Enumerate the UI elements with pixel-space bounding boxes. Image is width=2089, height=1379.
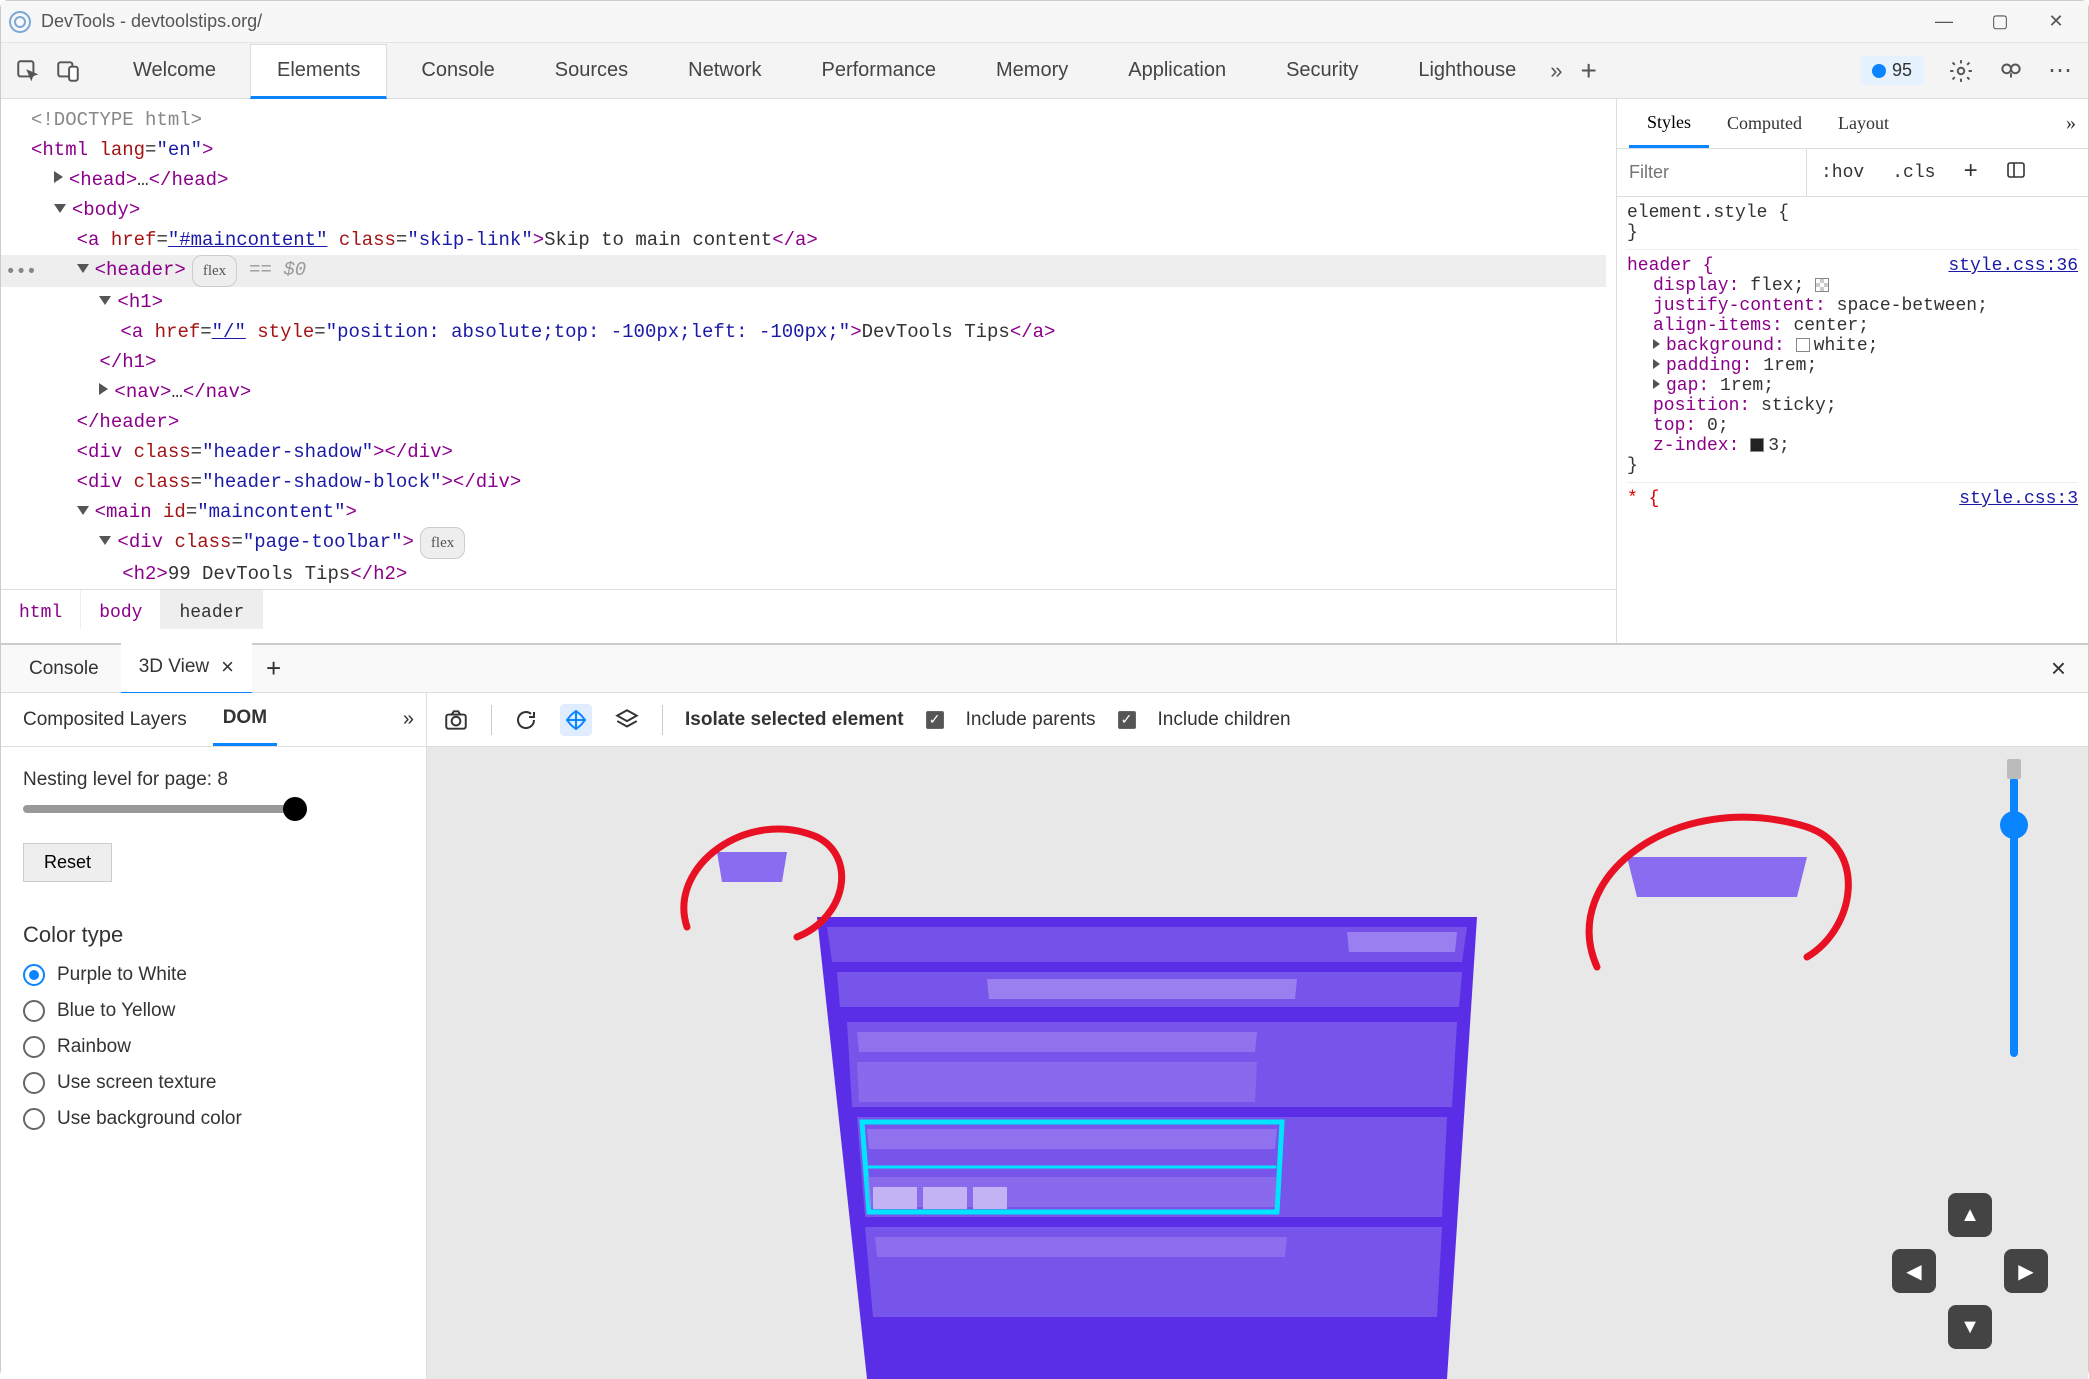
pan-icon[interactable]: [560, 704, 592, 736]
zoom-slider-thumb[interactable]: [2000, 811, 2028, 839]
issues-badge[interactable]: 95: [1860, 56, 1924, 85]
zoom-slider[interactable]: [2010, 777, 2018, 1057]
maximize-button[interactable]: ▢: [1986, 8, 2014, 36]
new-tab-icon[interactable]: +: [1580, 55, 1596, 87]
main-tabbar: Welcome Elements Console Sources Network…: [1, 43, 2088, 99]
nav-down-button[interactable]: ▼: [1948, 1305, 1992, 1349]
more-style-tabs-icon[interactable]: »: [2066, 112, 2076, 135]
tab-application[interactable]: Application: [1102, 43, 1252, 98]
selected-node-header[interactable]: <header>flex== $0: [1, 255, 1606, 287]
flex-editor-icon[interactable]: [1815, 278, 1829, 292]
source-link[interactable]: style.css:36: [1948, 256, 2078, 276]
3dview-toolbar: Isolate selected element ✓ Include paren…: [427, 693, 2088, 747]
include-parents-label: Include parents: [966, 709, 1096, 731]
drawer-tab-3dview[interactable]: 3D View ×: [121, 642, 252, 695]
radio-rainbow[interactable]: Rainbow: [23, 1036, 404, 1058]
window-controls: — ▢ ✕: [1930, 8, 2080, 36]
device-toolbar-icon[interactable]: [55, 58, 81, 84]
nesting-slider[interactable]: [23, 805, 303, 813]
expand-prop-icon[interactable]: [1653, 339, 1660, 349]
close-drawer-icon[interactable]: ×: [2051, 653, 2078, 684]
window-titlebar: DevTools - devtoolstips.org/ — ▢ ✕: [1, 1, 2088, 43]
3dview-canvas[interactable]: ▲ ◀ ▶ ▼: [427, 747, 2088, 1379]
color-swatch-icon[interactable]: [1750, 438, 1764, 452]
tab-memory[interactable]: Memory: [970, 43, 1094, 98]
feedback-icon[interactable]: [1998, 58, 2024, 84]
tab-layout[interactable]: Layout: [1820, 101, 1907, 146]
nav-pad: ▲ ◀ ▶ ▼: [1892, 1193, 2048, 1349]
tab-lighthouse[interactable]: Lighthouse: [1392, 43, 1542, 98]
hov-toggle[interactable]: :hov: [1807, 163, 1878, 183]
toggle-sidebar-icon[interactable]: [1992, 160, 2040, 186]
close-tab-icon[interactable]: ×: [221, 654, 234, 680]
add-drawer-tab-icon[interactable]: +: [266, 653, 281, 684]
radio-blue-yellow[interactable]: Blue to Yellow: [23, 1000, 404, 1022]
include-parents-checkbox[interactable]: ✓: [926, 711, 944, 729]
issues-count: 95: [1892, 60, 1912, 81]
issues-dot-icon: [1872, 64, 1886, 78]
reset-button[interactable]: Reset: [23, 843, 112, 882]
nav-left-button[interactable]: ◀: [1892, 1249, 1936, 1293]
window-title: DevTools - devtoolstips.org/: [41, 11, 262, 32]
drawer-tabbar: Console 3D View × + ×: [1, 643, 2088, 693]
color-type-heading: Color type: [23, 922, 404, 948]
layers-icon[interactable]: [614, 707, 640, 733]
styles-filter-input[interactable]: [1617, 149, 1807, 196]
doctype-node: <!DOCTYPE html>: [31, 109, 202, 131]
subtab-dom[interactable]: DOM: [213, 693, 277, 746]
isolate-label: Isolate selected element: [685, 709, 904, 731]
dom-tree-panel[interactable]: <!DOCTYPE html> <html lang="en"> <head>……: [1, 99, 1616, 643]
3dview-sidebar: Composited Layers DOM » Nesting level fo…: [1, 693, 427, 1379]
expand-icon[interactable]: [54, 171, 63, 183]
tab-security[interactable]: Security: [1260, 43, 1384, 98]
styles-panel: Styles Computed Layout » :hov .cls + ele…: [1616, 99, 2088, 643]
app-icon: [9, 11, 31, 33]
subtab-composited-layers[interactable]: Composited Layers: [13, 695, 197, 745]
tab-sources[interactable]: Sources: [529, 43, 654, 98]
menu-icon[interactable]: ⋯: [2048, 56, 2074, 85]
crumb-header[interactable]: header: [161, 590, 263, 629]
tab-computed[interactable]: Computed: [1709, 101, 1820, 146]
slider-thumb[interactable]: [283, 797, 307, 821]
nav-up-button[interactable]: ▲: [1948, 1193, 1992, 1237]
tab-performance[interactable]: Performance: [796, 43, 963, 98]
tab-welcome[interactable]: Welcome: [107, 43, 242, 98]
breadcrumbs: html body header: [1, 589, 1616, 629]
reload-icon[interactable]: [514, 708, 538, 732]
crumb-body[interactable]: body: [81, 590, 161, 629]
include-children-checkbox[interactable]: ✓: [1118, 711, 1136, 729]
include-children-label: Include children: [1158, 709, 1291, 731]
nav-right-button[interactable]: ▶: [2004, 1249, 2048, 1293]
tab-network[interactable]: Network: [662, 43, 787, 98]
radio-screen-texture[interactable]: Use screen texture: [23, 1072, 404, 1094]
more-tabs-icon[interactable]: »: [1550, 58, 1562, 84]
crumb-html[interactable]: html: [1, 590, 81, 629]
new-rule-icon[interactable]: +: [1949, 159, 1991, 186]
close-window-button[interactable]: ✕: [2042, 8, 2070, 36]
collapse-icon[interactable]: [54, 204, 66, 213]
settings-icon[interactable]: [1948, 58, 1974, 84]
inspect-element-icon[interactable]: [15, 58, 41, 84]
color-swatch-icon[interactable]: [1796, 338, 1810, 352]
tab-styles[interactable]: Styles: [1629, 100, 1709, 148]
drawer-tab-console[interactable]: Console: [11, 646, 117, 692]
nesting-level-label: Nesting level for page: 8: [23, 769, 404, 791]
radio-purple-white[interactable]: Purple to White: [23, 964, 404, 986]
minimize-button[interactable]: —: [1930, 8, 1958, 36]
tab-console[interactable]: Console: [395, 43, 520, 98]
more-subtabs-icon[interactable]: »: [403, 708, 414, 731]
flex-badge[interactable]: flex: [192, 255, 237, 287]
screenshot-icon[interactable]: [443, 707, 469, 733]
tab-elements[interactable]: Elements: [250, 44, 387, 99]
radio-background-color[interactable]: Use background color: [23, 1108, 404, 1130]
cls-toggle[interactable]: .cls: [1878, 163, 1949, 183]
